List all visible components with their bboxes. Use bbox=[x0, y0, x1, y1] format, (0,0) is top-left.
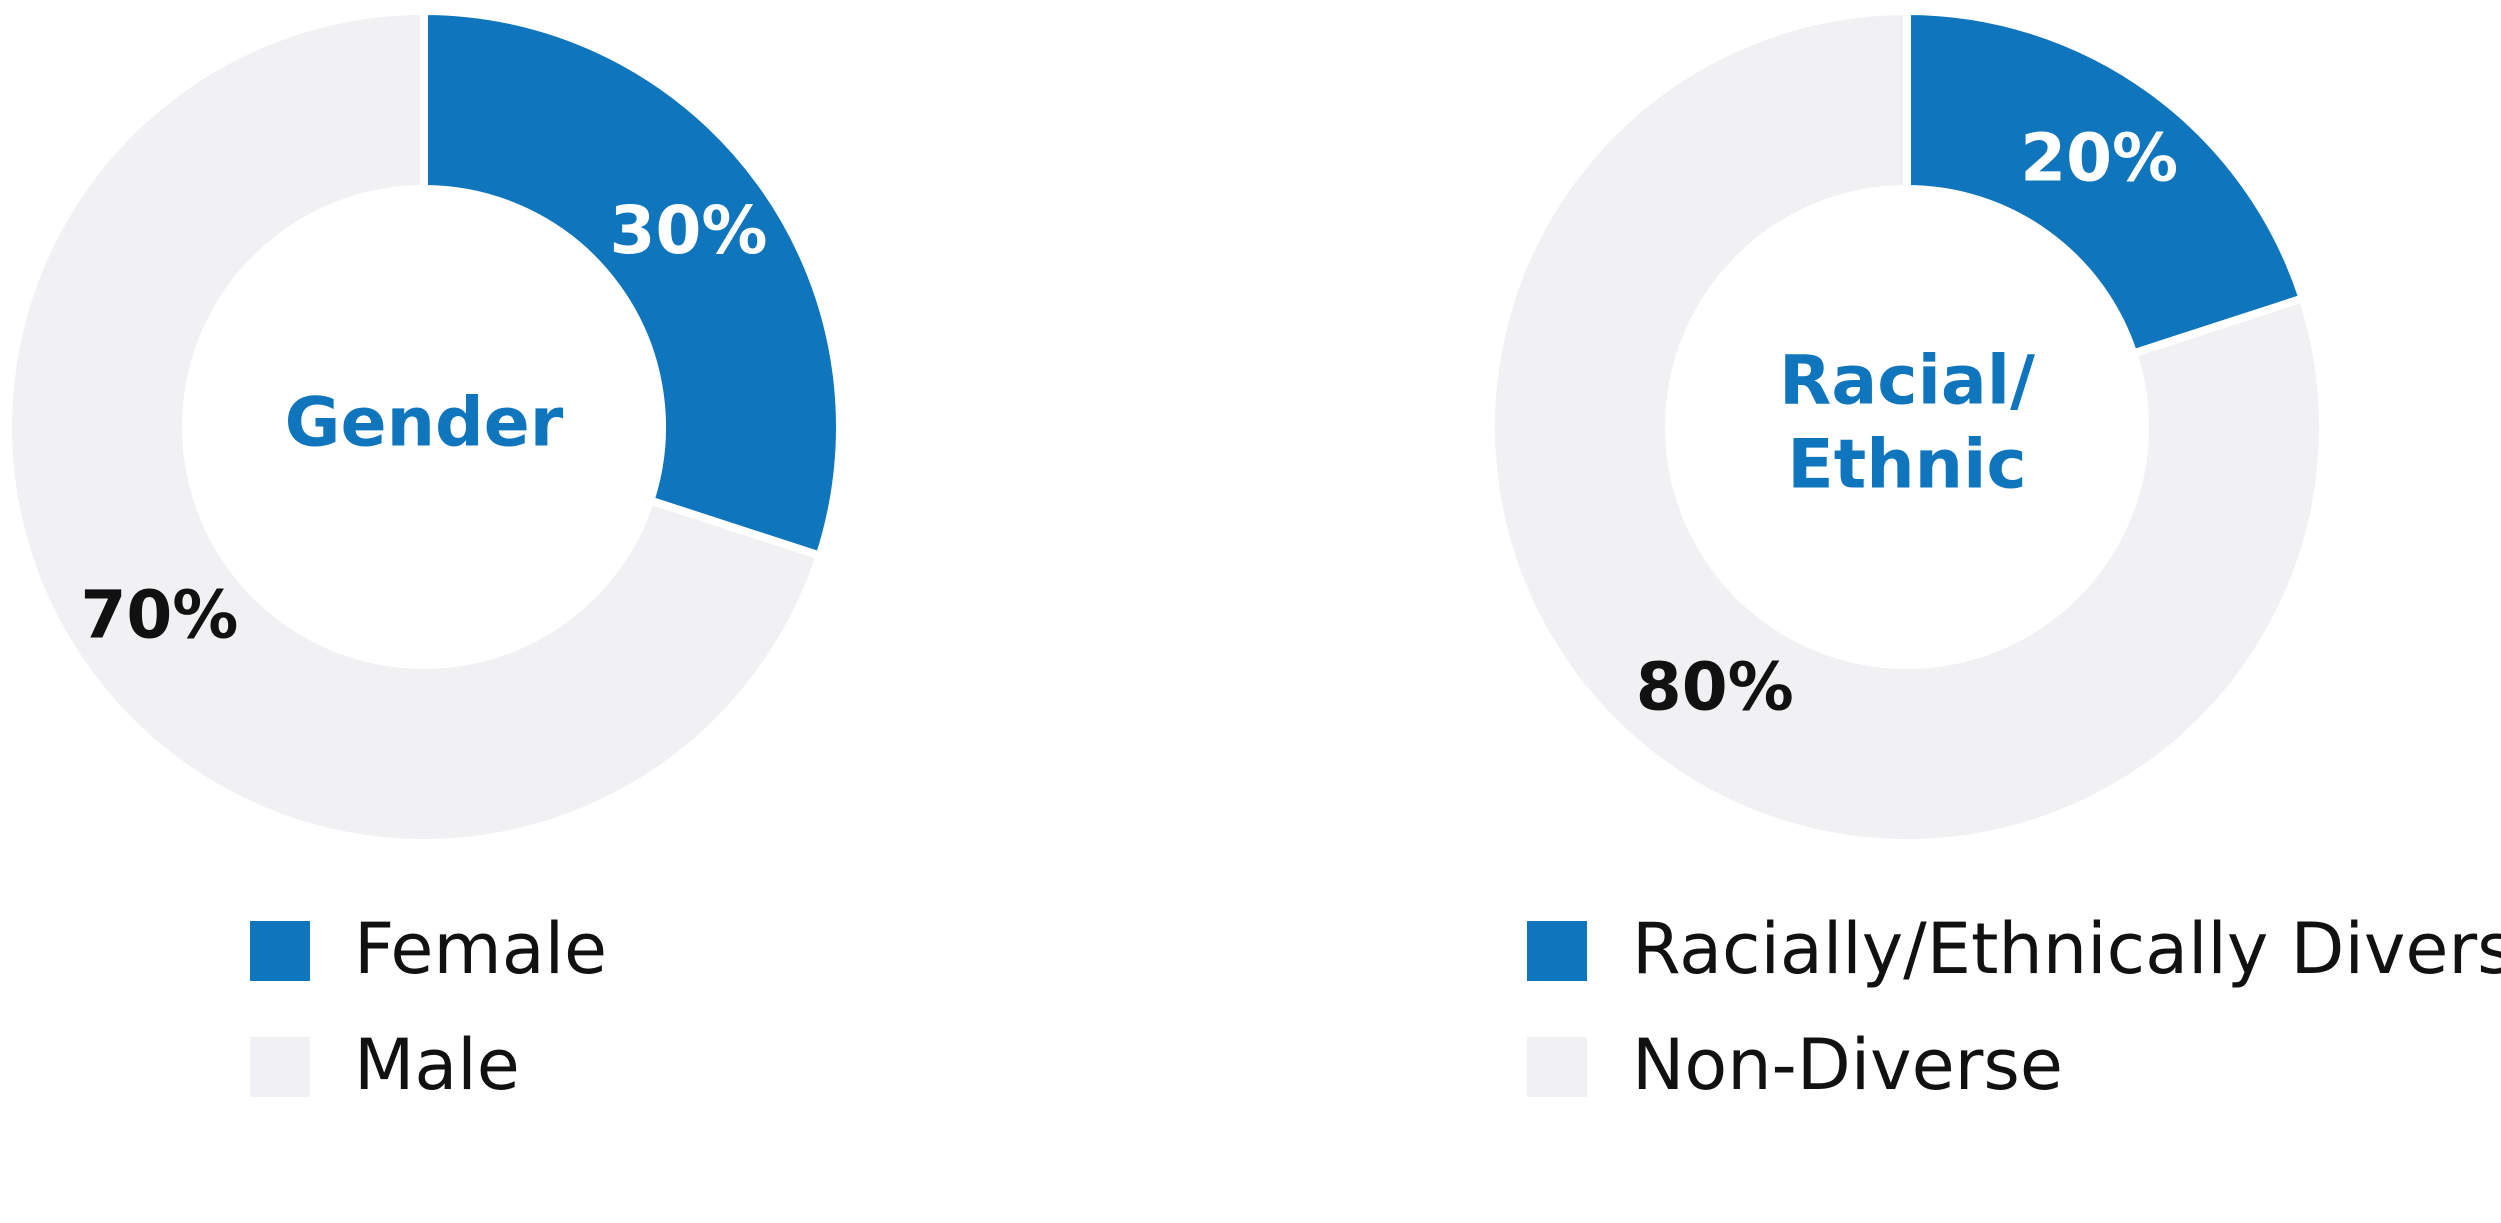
center-title: Gender bbox=[285, 384, 564, 463]
center-title: Ethnic bbox=[1787, 426, 2026, 505]
donut-segment bbox=[1903, 6, 2308, 359]
donut-segment bbox=[420, 6, 844, 561]
value-label: 20% bbox=[2020, 120, 2178, 197]
legend-label: Racially/Ethnically Diverse bbox=[1632, 908, 2501, 990]
legend-label: Male bbox=[354, 1024, 520, 1106]
donut-segment bbox=[1487, 6, 2327, 847]
legend-swatch bbox=[250, 921, 310, 981]
legend-swatch bbox=[1527, 1037, 1587, 1097]
value-label: 30% bbox=[610, 192, 768, 269]
donut-segment bbox=[4, 6, 825, 847]
center-title: Racial/ bbox=[1779, 342, 2035, 421]
value-label: 80% bbox=[1636, 649, 1794, 726]
legend-label: Female bbox=[354, 908, 607, 990]
legend-label: Non-Diverse bbox=[1632, 1024, 2063, 1106]
legend-swatch bbox=[250, 1037, 310, 1097]
legend-swatch bbox=[1527, 921, 1587, 981]
value-label: 70% bbox=[80, 576, 238, 653]
